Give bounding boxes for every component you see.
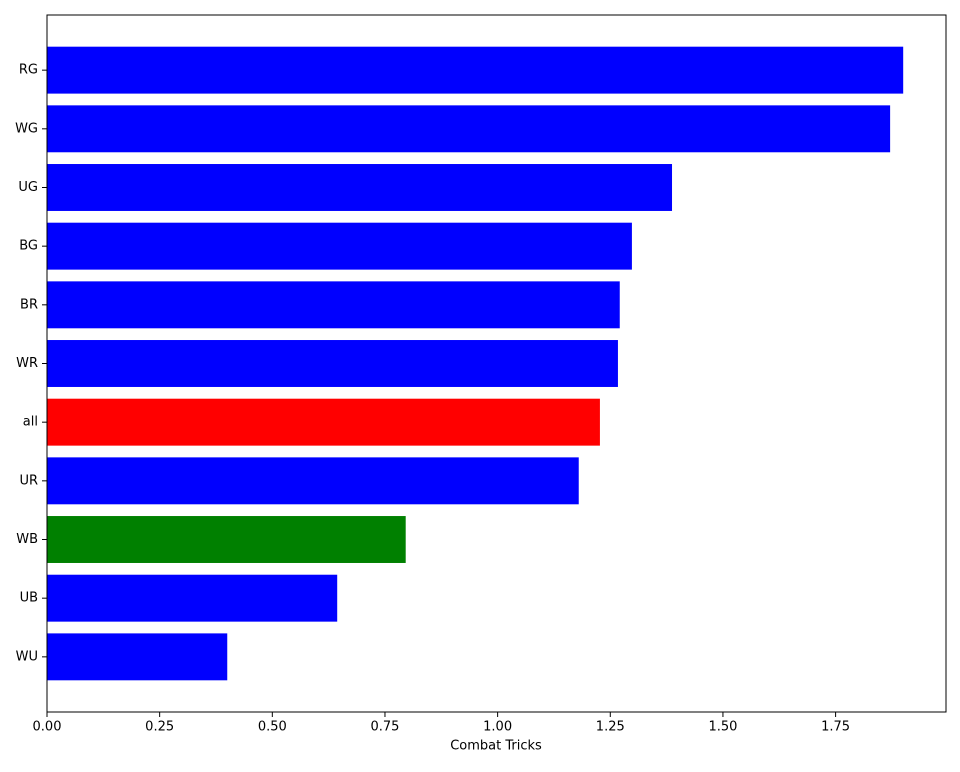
x-tick-label: 1.25 — [596, 720, 625, 735]
y-tick-label: UG — [18, 180, 38, 195]
x-tick-label: 0.25 — [145, 720, 174, 735]
x-tick-label: 1.00 — [483, 720, 512, 735]
bar — [47, 281, 620, 329]
y-tick-label: WG — [15, 121, 38, 136]
y-tick-label: BG — [19, 239, 38, 254]
bar — [47, 340, 618, 387]
bar — [47, 398, 600, 446]
y-tick-label: BR — [20, 297, 38, 312]
x-tick-label: 1.75 — [821, 720, 850, 735]
y-tick-label: WU — [16, 649, 38, 664]
bar — [47, 457, 579, 505]
plot-frame — [46, 14, 947, 713]
x-tick-label: 1.50 — [708, 720, 737, 735]
y-tick-label: all — [23, 415, 38, 430]
x-tick-label: 0.00 — [33, 720, 62, 735]
bar — [47, 574, 338, 622]
bar — [47, 105, 891, 153]
x-axis-label: Combat Tricks — [450, 739, 542, 754]
y-tick-label: UB — [20, 591, 38, 606]
bar — [47, 46, 904, 94]
y-tick-label: RG — [19, 63, 38, 78]
bar — [47, 164, 673, 211]
y-tick-label: UR — [19, 473, 38, 488]
x-tick-label: 0.75 — [370, 720, 399, 735]
y-tick-label: WR — [16, 356, 38, 371]
bar — [47, 633, 228, 681]
bar — [47, 516, 406, 563]
y-tick-label: WB — [16, 532, 38, 547]
bar — [47, 222, 632, 270]
x-tick-label: 0.50 — [258, 720, 287, 735]
